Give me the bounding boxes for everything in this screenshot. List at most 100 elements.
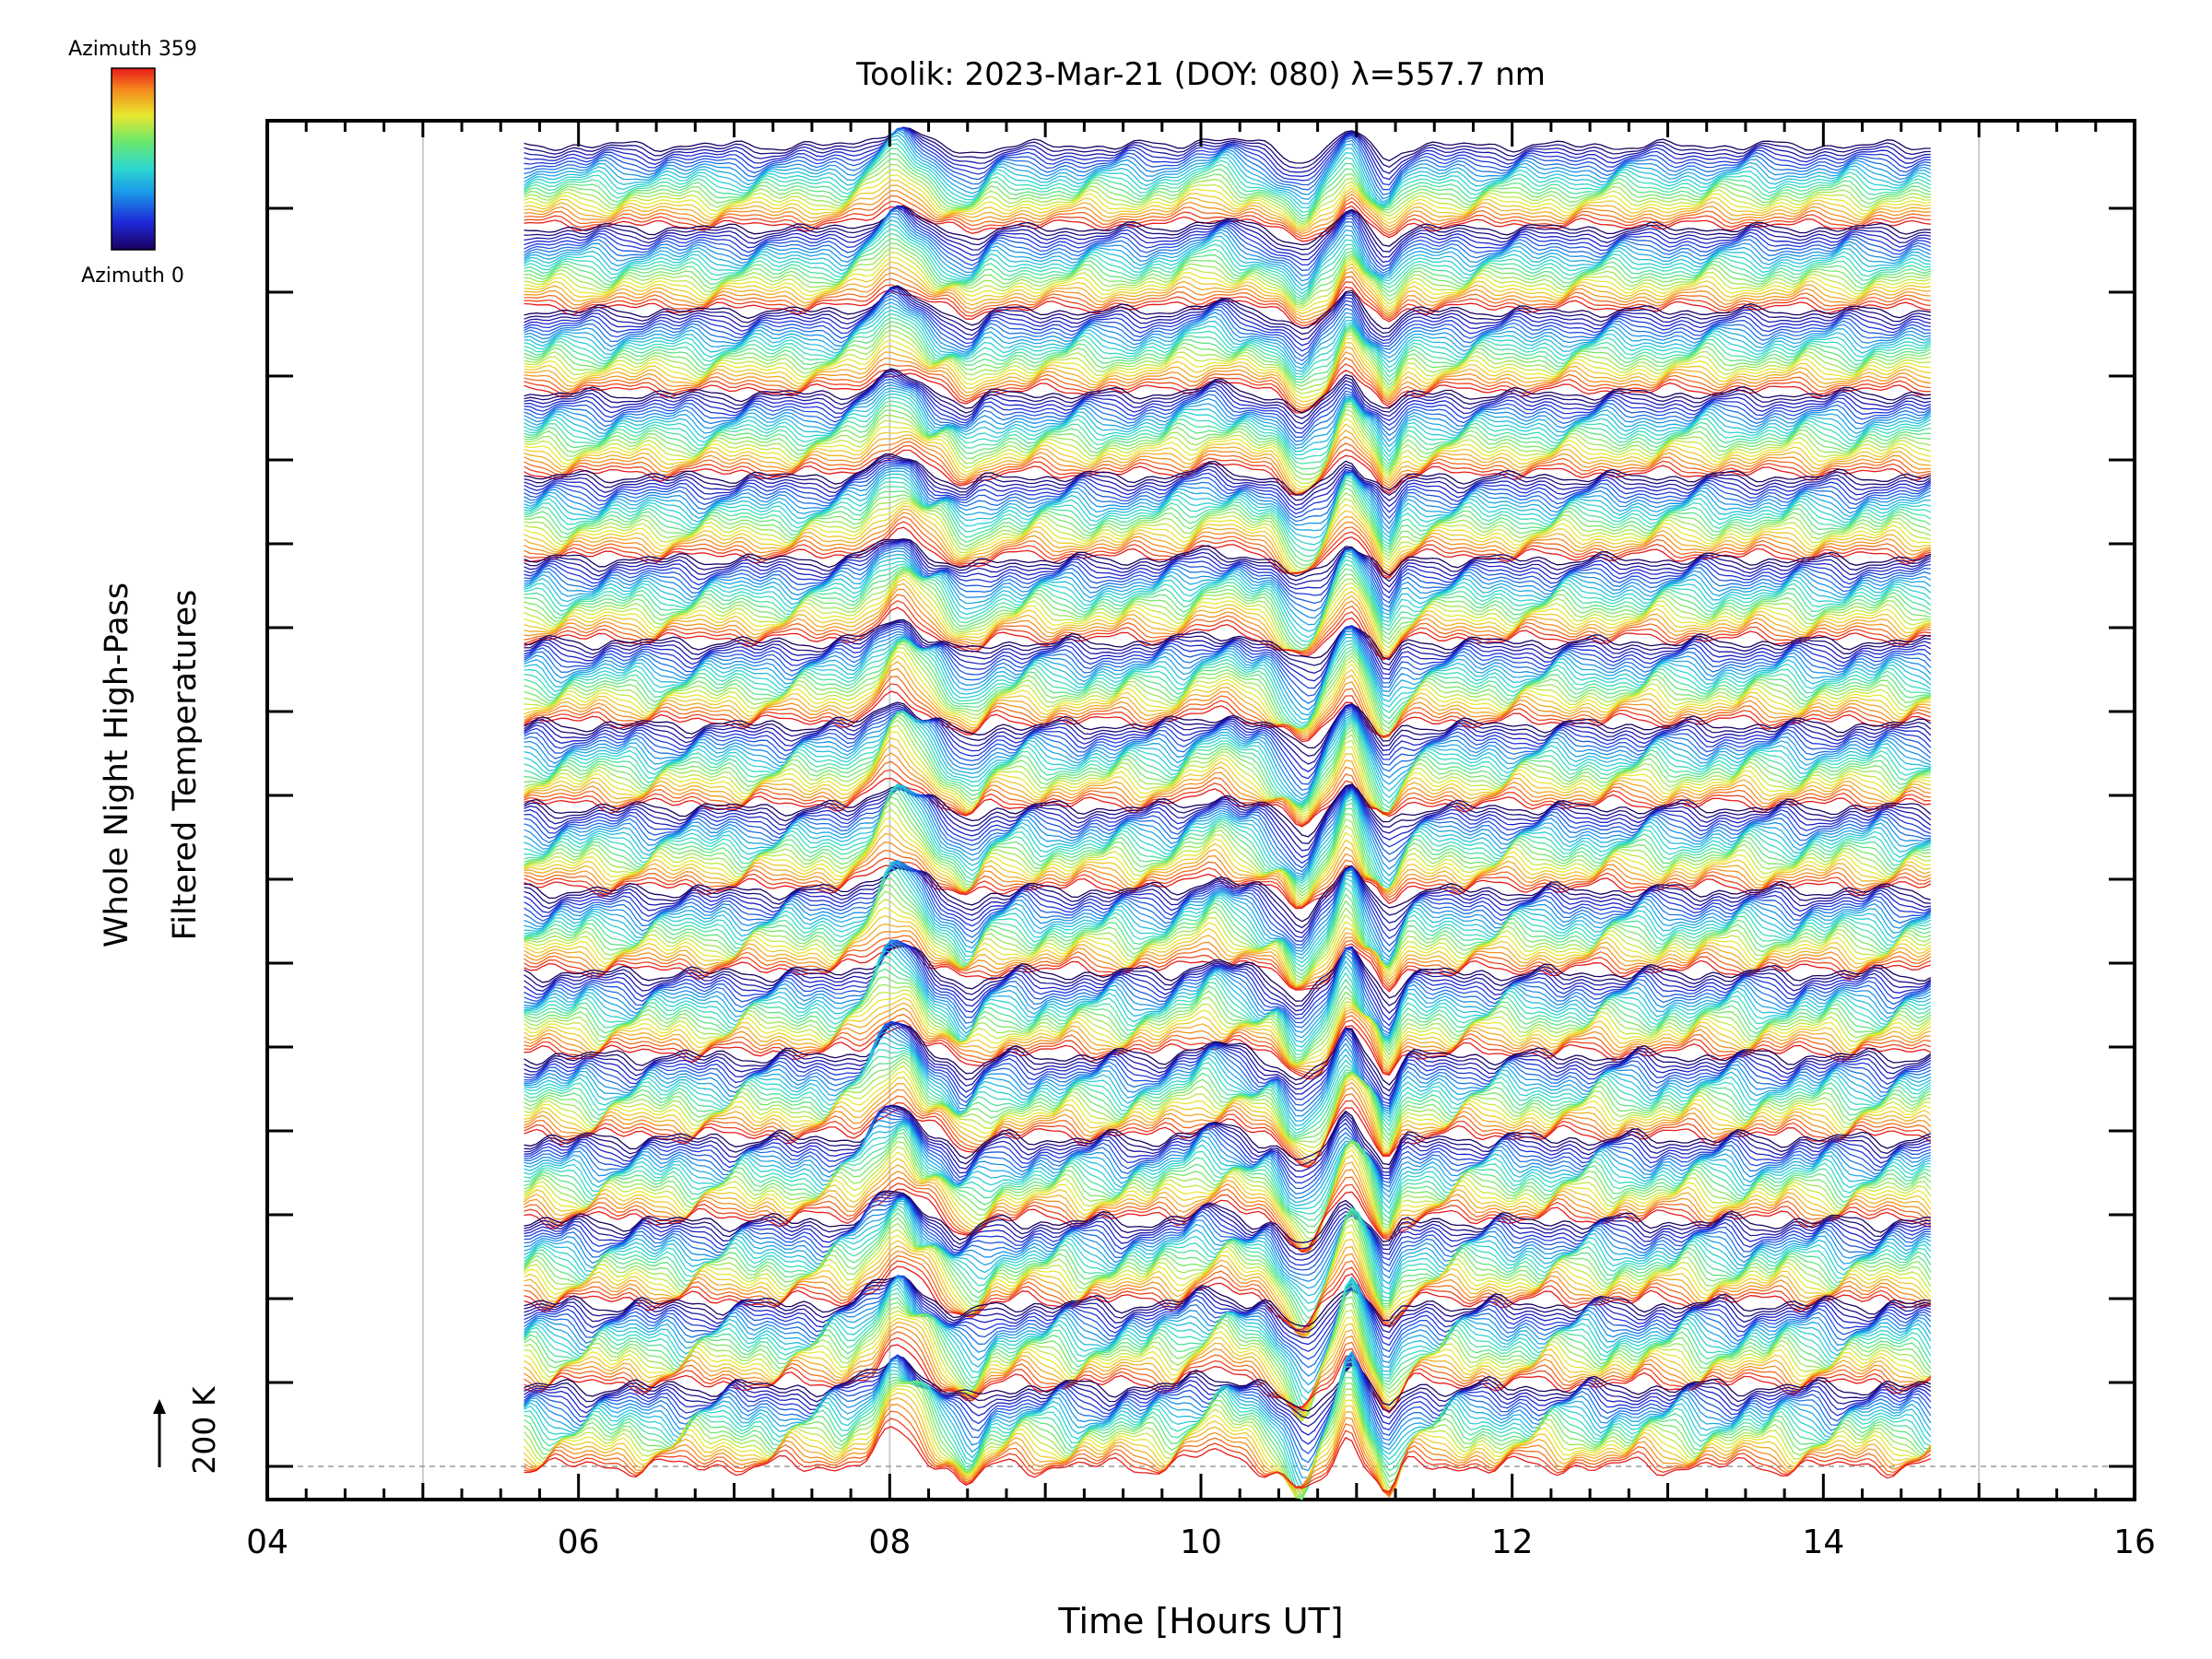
trace-line [524,555,1932,639]
scale-bar: 200 K [153,1385,222,1475]
trace-line [524,1023,1932,1086]
trace-line [524,341,1931,403]
trace-line [524,436,1931,494]
trace-line [524,126,1931,186]
trace-line [524,784,1932,889]
trace-line [524,337,1931,399]
trace-line [524,126,1931,169]
trace-line [524,574,1931,653]
trace-line [524,570,1931,653]
trace-line [524,281,1931,327]
trace-line [524,1280,1932,1408]
trace-line [524,1309,1931,1422]
trace-line [524,1002,1931,1071]
trace-line [524,1021,1932,1098]
trace-line [524,559,1932,642]
trace-line [524,940,1932,1021]
trace-line [524,1360,1932,1493]
trace-line [524,521,1931,578]
trace-line [524,1021,1932,1105]
trace-line [524,899,1932,983]
trace-line [524,594,1931,660]
trace-line [524,1317,1932,1418]
trace-line [524,1176,1932,1253]
trace-line [524,997,1932,1068]
trace-line [524,710,1931,805]
trace-line [524,305,1932,372]
trace-line [524,1371,1931,1500]
trace-line [524,194,1931,237]
trace-line [524,884,1932,980]
trace-line [524,783,1932,878]
trace-line [524,955,1932,1053]
trace-line [524,1013,1931,1075]
trace-line [524,706,1932,780]
trace-line [524,1104,1932,1166]
y-axis-label-line2: Filtered Temperatures [167,590,204,941]
trace-line [524,857,1932,909]
trace-line [524,1077,1932,1158]
trace-line [524,449,1931,496]
trace-line [524,1007,1931,1073]
trace-line [524,930,1932,989]
trace-line [524,1161,1932,1253]
trace-line [524,406,1931,476]
trace-line [524,369,1931,419]
trace-line [524,825,1931,905]
trace-line [524,865,1932,910]
trace-line [524,787,1932,865]
trace-line [524,163,1931,226]
trace-line [524,390,1932,453]
trace-line [524,1057,1932,1142]
trace-line [524,126,1931,164]
trace-line [524,289,1931,352]
trace-line [524,223,1931,295]
trace-line [524,373,1932,429]
trace-line [524,545,1931,605]
trace-line [524,711,1932,800]
trace-line [524,371,1931,425]
trace-line [524,625,1932,689]
trace-line [524,1049,1932,1135]
trace-line [524,266,1931,318]
trace-line [524,704,1932,765]
trace-line [524,860,1932,953]
trace-line [524,711,1931,806]
trace-line [524,1224,1932,1336]
trace-line [524,865,1931,935]
trace-line [524,783,1932,838]
trace-line [524,1036,1932,1127]
trace-line [524,351,1931,409]
trace-line [524,498,1931,572]
trace-line [524,252,1932,310]
trace-line [524,782,1932,882]
trace-line [524,393,1932,458]
trace-line [524,276,1931,324]
trace-line [524,1195,1931,1261]
trace-line [524,1104,1932,1170]
trace-line [524,647,1931,735]
trace-line [524,1112,1931,1190]
trace-line [524,1195,1931,1271]
trace-line [524,638,1931,729]
trace-line [524,752,1931,823]
trace-line [524,205,1931,264]
trace-line [524,708,1932,785]
trace-line [524,1108,1931,1184]
trace-line [524,643,1931,734]
trace-line [524,408,1931,480]
trace-line [524,841,1932,908]
trace-line [524,945,1932,1002]
trace-line [524,711,1931,803]
scale-bar-label: 200 K [186,1385,222,1474]
trace-line [524,473,1931,539]
trace-line [524,877,1932,976]
trace-line [524,863,1932,943]
trace-line [524,378,1932,438]
trace-line [524,1052,1932,1137]
trace-line [524,512,1931,575]
trace-line [524,1276,1931,1333]
trace-line [524,329,1931,391]
trace-line [524,769,1931,827]
